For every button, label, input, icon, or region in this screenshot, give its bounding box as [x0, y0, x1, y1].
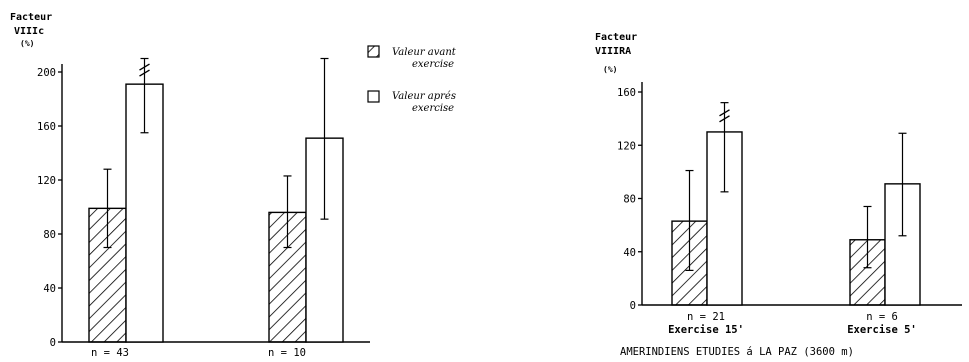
left-significance-mark [139, 69, 150, 77]
legend: Valeur avant exercise Valeur aprés exerc… [367, 45, 457, 114]
right-ytick-label: 80 [623, 194, 636, 206]
legend-item-1-line2: exercise [412, 59, 454, 70]
left-ytick-label: 80 [43, 229, 56, 241]
right-ylabel-line3: (%) [603, 65, 617, 74]
left-ytick-label: 200 [37, 67, 56, 79]
left-ytick-label: 40 [43, 283, 56, 295]
left-ytick-label: 160 [37, 121, 56, 133]
right-category-label: Exercise 5' [847, 324, 917, 336]
left-ytick-label: 120 [37, 175, 56, 187]
legend-swatch-open [367, 90, 380, 103]
right-category-label: Exercise 15' [668, 324, 744, 336]
right-ytick-label: 40 [623, 247, 636, 259]
legend-item-2-line2: exercise [412, 103, 454, 114]
legend-item-2-line1: Valeur aprés [392, 91, 456, 102]
right-ytick-label: 120 [617, 140, 636, 152]
right-category-label: n = 21 [687, 311, 725, 323]
right-ylabel-line1: Facteur [595, 32, 637, 43]
right-ytick-label: 0 [630, 300, 636, 312]
left-category-label: n = 10 [268, 347, 306, 359]
right-significance-mark [719, 109, 730, 117]
right-ylabel-line2: VIIIRA [595, 46, 631, 57]
right-category-label: n = 6 [866, 311, 898, 323]
left-category-label: n = 43 [91, 347, 129, 359]
chart-left: Facteur VIIIc (%) 0 40 80 120 160 200 n = 43 n… [10, 12, 370, 359]
left-ylabel-line1: Facteur [10, 12, 52, 23]
left-ylabel-line2: VIIIc [14, 26, 44, 37]
legend-swatch-hatched [367, 45, 380, 58]
legend-item-1-line1: Valeur avant [392, 47, 457, 58]
right-ytick-label: 160 [617, 87, 636, 99]
right-xlabel: AMERINDIENS ETUDIES á LA PAZ (3600 m) [620, 346, 854, 358]
left-significance-mark [139, 63, 150, 71]
left-ylabel-line3: (%) [20, 39, 34, 48]
right-significance-mark [719, 115, 730, 123]
left-ytick-label: 0 [50, 337, 56, 349]
